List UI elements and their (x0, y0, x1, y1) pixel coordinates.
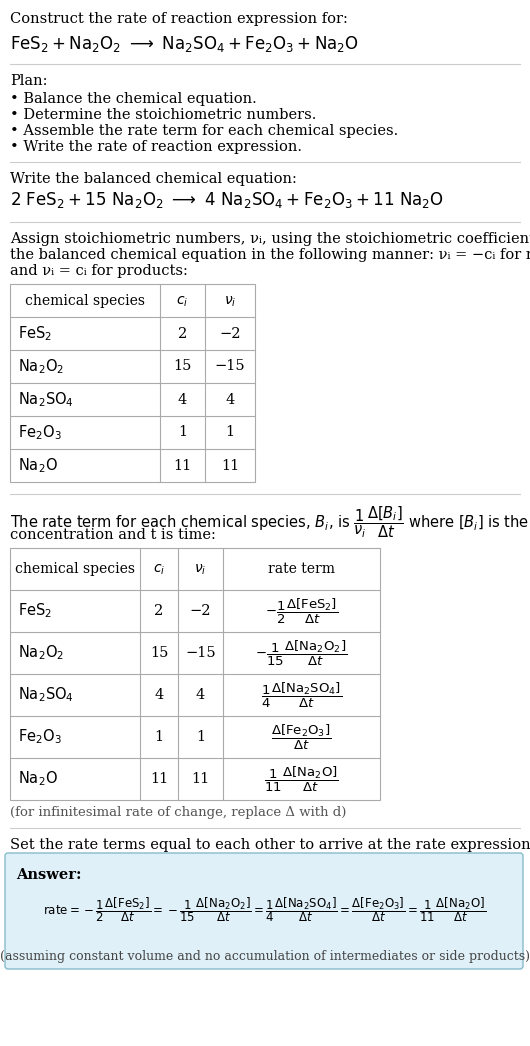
Text: $\mathrm{Na_2SO_4}$: $\mathrm{Na_2SO_4}$ (18, 390, 74, 409)
Text: $\mathrm{Na_2O}$: $\mathrm{Na_2O}$ (18, 770, 58, 789)
Text: $c_i$: $c_i$ (153, 563, 165, 577)
Text: (for infinitesimal rate of change, replace Δ with d): (for infinitesimal rate of change, repla… (10, 806, 347, 819)
Text: 2: 2 (178, 326, 187, 341)
Text: The rate term for each chemical species, $B_i$, is $\dfrac{1}{\nu_i}\dfrac{\Delt: The rate term for each chemical species,… (10, 504, 530, 540)
Text: −15: −15 (185, 646, 216, 660)
Text: 1: 1 (225, 426, 235, 439)
Text: and νᵢ = cᵢ for products:: and νᵢ = cᵢ for products: (10, 264, 188, 278)
Text: chemical species: chemical species (25, 294, 145, 308)
Text: $\dfrac{1}{4}\dfrac{\Delta[\mathrm{Na_2SO_4}]}{\Delta t}$: $\dfrac{1}{4}\dfrac{\Delta[\mathrm{Na_2S… (261, 680, 342, 709)
Text: $\mathrm{FeS_2}$: $\mathrm{FeS_2}$ (18, 601, 52, 620)
Text: 11: 11 (173, 458, 192, 473)
Text: Write the balanced chemical equation:: Write the balanced chemical equation: (10, 172, 297, 186)
Text: 2: 2 (154, 604, 164, 618)
Text: • Write the rate of reaction expression.: • Write the rate of reaction expression. (10, 140, 302, 154)
Text: −2: −2 (219, 326, 241, 341)
Text: • Balance the chemical equation.: • Balance the chemical equation. (10, 92, 257, 106)
Text: $\mathrm{FeS_2 + Na_2O_2 \ \longrightarrow \ Na_2SO_4 + Fe_2O_3 + Na_2O}$: $\mathrm{FeS_2 + Na_2O_2 \ \longrightarr… (10, 35, 359, 54)
Text: $\nu_i$: $\nu_i$ (224, 294, 236, 309)
Text: $-\dfrac{1}{15}\dfrac{\Delta[\mathrm{Na_2O_2}]}{\Delta t}$: $-\dfrac{1}{15}\dfrac{\Delta[\mathrm{Na_… (255, 638, 348, 667)
Text: Set the rate terms equal to each other to arrive at the rate expression:: Set the rate terms equal to each other t… (10, 838, 530, 852)
Text: $\mathrm{Fe_2O_3}$: $\mathrm{Fe_2O_3}$ (18, 424, 62, 441)
Text: 1: 1 (178, 426, 187, 439)
Text: 4: 4 (178, 392, 187, 407)
Text: $-\dfrac{1}{2}\dfrac{\Delta[\mathrm{FeS_2}]}{\Delta t}$: $-\dfrac{1}{2}\dfrac{\Delta[\mathrm{FeS_… (265, 596, 338, 626)
Text: 11: 11 (191, 772, 210, 786)
Text: $\dfrac{\Delta[\mathrm{Fe_2O_3}]}{\Delta t}$: $\dfrac{\Delta[\mathrm{Fe_2O_3}]}{\Delta… (271, 723, 332, 752)
Text: 1: 1 (196, 730, 205, 744)
Bar (10, 548, 380, 800)
Text: Construct the rate of reaction expression for:: Construct the rate of reaction expressio… (10, 12, 348, 26)
Text: $c_i$: $c_i$ (176, 294, 189, 309)
Text: $\mathrm{FeS_2}$: $\mathrm{FeS_2}$ (18, 324, 52, 343)
Text: chemical species: chemical species (15, 562, 135, 576)
Text: $\dfrac{1}{11}\dfrac{\Delta[\mathrm{Na_2O}]}{\Delta t}$: $\dfrac{1}{11}\dfrac{\Delta[\mathrm{Na_2… (264, 765, 339, 794)
Text: Assign stoichiometric numbers, νᵢ, using the stoichiometric coefficients, cᵢ, fr: Assign stoichiometric numbers, νᵢ, using… (10, 232, 530, 246)
Text: 15: 15 (173, 360, 192, 373)
Text: Answer:: Answer: (16, 868, 82, 882)
Text: $\mathrm{Na_2O_2}$: $\mathrm{Na_2O_2}$ (18, 357, 64, 376)
FancyBboxPatch shape (5, 852, 523, 969)
Text: $\mathrm{Na_2SO_4}$: $\mathrm{Na_2SO_4}$ (18, 685, 74, 704)
Text: $\mathrm{Na_2O}$: $\mathrm{Na_2O}$ (18, 456, 58, 475)
Text: 4: 4 (225, 392, 235, 407)
Text: • Determine the stoichiometric numbers.: • Determine the stoichiometric numbers. (10, 108, 316, 122)
Text: 15: 15 (150, 646, 168, 660)
Text: $\mathrm{2\ FeS_2 + 15\ Na_2O_2 \ \longrightarrow \ 4\ Na_2SO_4 + Fe_2O_3 + 11\ : $\mathrm{2\ FeS_2 + 15\ Na_2O_2 \ \longr… (10, 190, 444, 210)
Text: $\nu_i$: $\nu_i$ (195, 563, 207, 577)
Text: −15: −15 (215, 360, 245, 373)
Text: $\mathrm{Fe_2O_3}$: $\mathrm{Fe_2O_3}$ (18, 728, 62, 747)
Text: $\mathrm{Na_2O_2}$: $\mathrm{Na_2O_2}$ (18, 643, 64, 662)
Text: 4: 4 (154, 688, 164, 702)
Text: $\mathrm{rate} = -\dfrac{1}{2}\dfrac{\Delta[\mathrm{FeS_2}]}{\Delta t}= -\dfrac{: $\mathrm{rate} = -\dfrac{1}{2}\dfrac{\De… (43, 895, 487, 925)
Text: −2: −2 (190, 604, 211, 618)
Text: 11: 11 (221, 458, 239, 473)
Text: Plan:: Plan: (10, 74, 48, 88)
Text: 1: 1 (154, 730, 164, 744)
Text: 11: 11 (150, 772, 168, 786)
Text: rate term: rate term (268, 562, 335, 576)
Text: the balanced chemical equation in the following manner: νᵢ = −cᵢ for reactants: the balanced chemical equation in the fo… (10, 248, 530, 262)
Text: (assuming constant volume and no accumulation of intermediates or side products): (assuming constant volume and no accumul… (0, 950, 530, 963)
Text: 4: 4 (196, 688, 205, 702)
Text: concentration and t is time:: concentration and t is time: (10, 528, 216, 542)
Bar (10, 285, 255, 482)
Text: • Assemble the rate term for each chemical species.: • Assemble the rate term for each chemic… (10, 124, 398, 138)
